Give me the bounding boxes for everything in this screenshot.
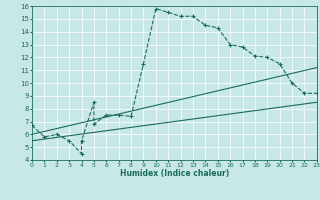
X-axis label: Humidex (Indice chaleur): Humidex (Indice chaleur) [120, 169, 229, 178]
